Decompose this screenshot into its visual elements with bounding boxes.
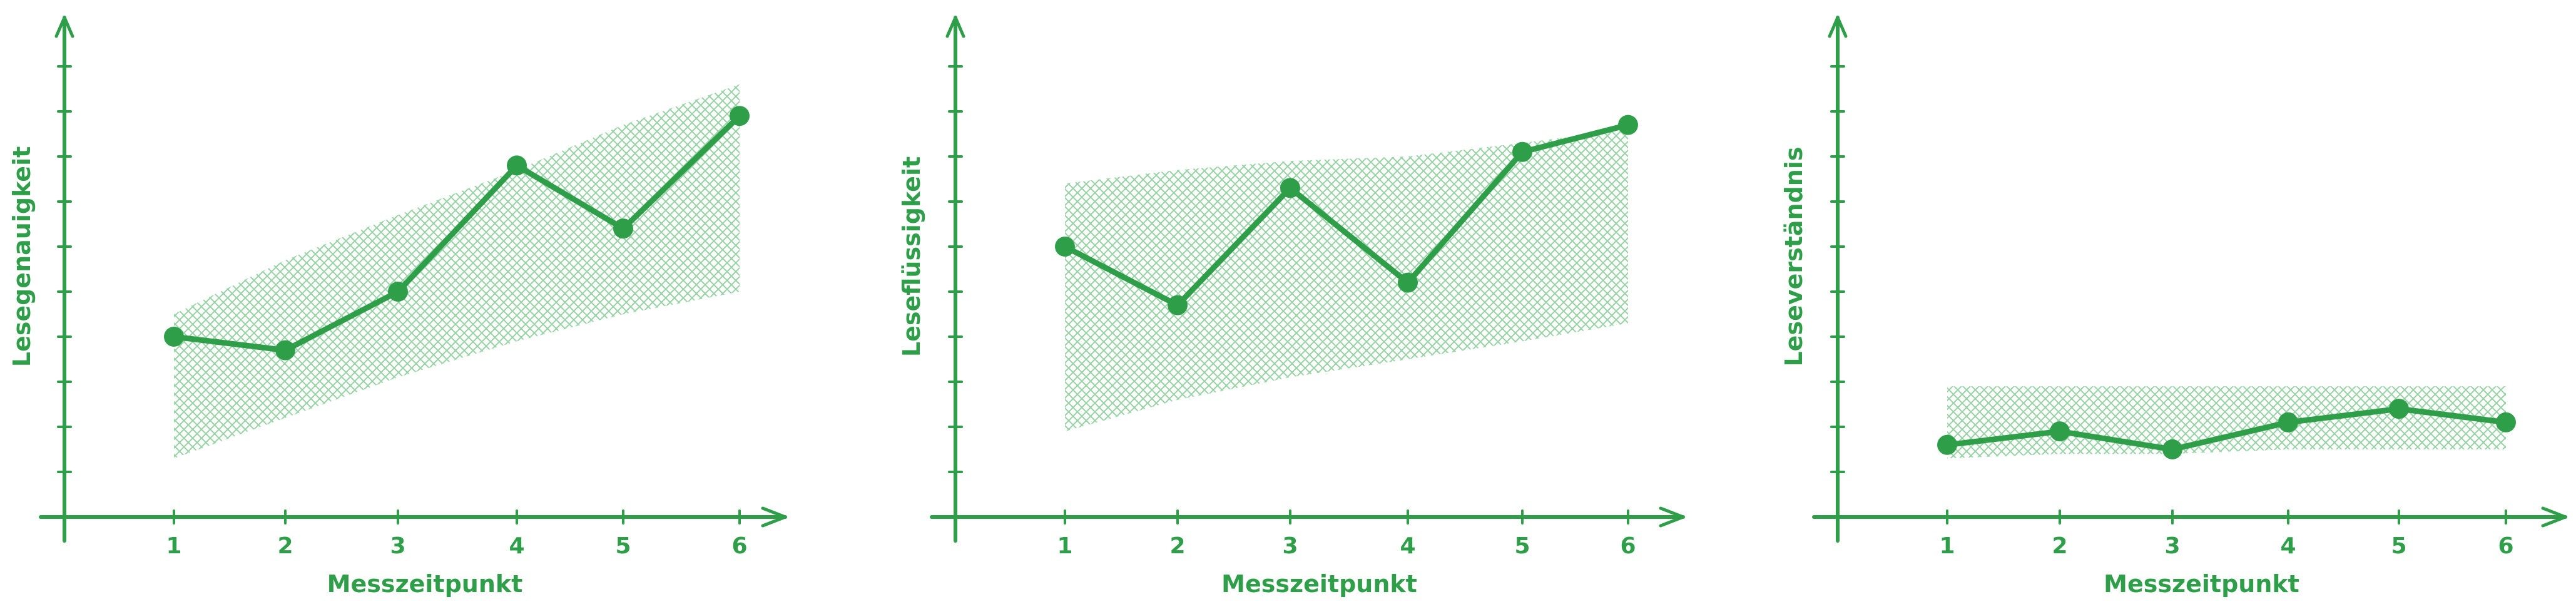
x-tick-label: 1 bbox=[1939, 533, 1955, 559]
y-axis-arrow bbox=[945, 16, 965, 38]
confidence-band bbox=[1065, 129, 1628, 432]
x-tick-label: 2 bbox=[1169, 533, 1185, 559]
x-tick-label: 6 bbox=[731, 533, 747, 559]
x-axis-title: Messzeitpunkt bbox=[2104, 570, 2299, 598]
x-tick-label: 4 bbox=[1400, 533, 1415, 559]
x-tick-label: 6 bbox=[1620, 533, 1636, 559]
x-axis-title: Messzeitpunkt bbox=[1221, 570, 1417, 598]
data-point bbox=[2496, 412, 2516, 432]
data-point bbox=[730, 106, 750, 126]
y-axis-title: Lesegenauigkeit bbox=[8, 146, 36, 367]
chart-2: 1 2 3 4 5 6 Messzeitpunkt Leseflüssigkeit bbox=[898, 16, 1685, 598]
y-axis-title: Leseflüssigkeit bbox=[898, 156, 925, 357]
x-tick-label: 3 bbox=[390, 533, 405, 559]
chart-1: 1 2 3 4 5 6 Messzeitpunkt Lesegenauigkeit bbox=[8, 16, 787, 598]
x-tick-label: 4 bbox=[2280, 533, 2296, 559]
x-tick-label: 1 bbox=[166, 533, 181, 559]
chart-3: 1 2 3 4 5 6 Messzeitpunkt Leseverständnis bbox=[1780, 16, 2567, 598]
x-tick-label: 2 bbox=[2052, 533, 2067, 559]
x-tick-label: 1 bbox=[1057, 533, 1072, 559]
confidence-band bbox=[174, 84, 740, 459]
data-point bbox=[507, 155, 527, 176]
data-point bbox=[2162, 439, 2182, 459]
data-point bbox=[613, 218, 633, 239]
x-tick-label: 5 bbox=[1514, 533, 1530, 559]
x-tick-label: 5 bbox=[2391, 533, 2406, 559]
data-point bbox=[1398, 272, 1418, 293]
data-point bbox=[275, 340, 295, 361]
x-tick-label: 6 bbox=[2498, 533, 2513, 559]
y-axis-title: Leseverständnis bbox=[1780, 146, 1808, 366]
x-axis-title: Messzeitpunkt bbox=[327, 570, 523, 598]
data-point bbox=[164, 327, 184, 347]
x-tick-label: 3 bbox=[1282, 533, 1298, 559]
x-axis-arrow bbox=[761, 506, 787, 528]
data-point bbox=[2050, 421, 2070, 442]
x-tick-label: 4 bbox=[509, 533, 524, 559]
x-tick-label: 3 bbox=[2164, 533, 2180, 559]
data-point bbox=[1937, 434, 1957, 455]
data-point bbox=[1618, 115, 1638, 135]
x-axis-arrow bbox=[2541, 506, 2567, 528]
x-tick-label: 5 bbox=[615, 533, 631, 559]
y-axis-arrow bbox=[54, 16, 74, 38]
data-point bbox=[2389, 399, 2409, 419]
confidence-band bbox=[1947, 386, 2506, 459]
data-point bbox=[388, 282, 408, 302]
data-point bbox=[1280, 178, 1300, 198]
data-point bbox=[1168, 295, 1188, 315]
series-line bbox=[1062, 122, 1631, 309]
x-axis-arrow bbox=[1659, 506, 1685, 528]
series-line bbox=[171, 113, 743, 354]
data-point bbox=[2278, 412, 2298, 432]
data-point bbox=[1055, 237, 1075, 257]
x-tick-label: 2 bbox=[277, 533, 293, 559]
series-line bbox=[1944, 406, 2509, 453]
data-point bbox=[1512, 141, 1532, 162]
y-axis-arrow bbox=[1828, 16, 1848, 38]
